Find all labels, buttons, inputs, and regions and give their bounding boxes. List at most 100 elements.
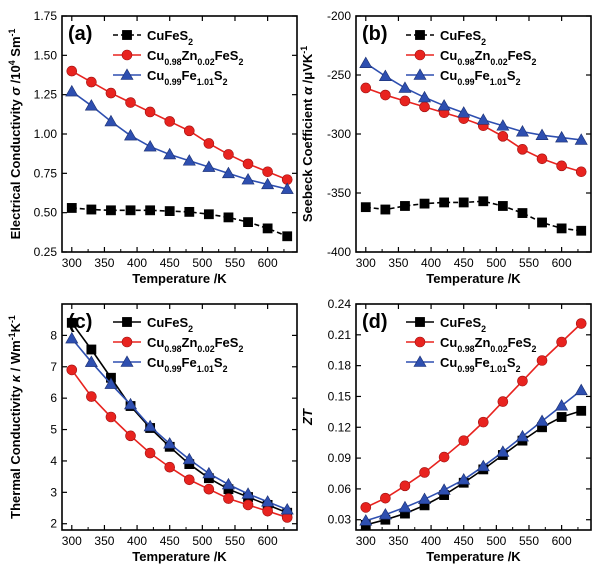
x-tick-label: 600: [552, 534, 572, 548]
y-tick-label: 0.25: [34, 245, 58, 259]
data-point: [65, 84, 79, 97]
data-point: [497, 201, 508, 211]
data-point: [517, 375, 528, 387]
plot-frame: [355, 303, 592, 531]
y-axis-label: Seebeck Coefficient α /μVK-1: [299, 46, 315, 222]
data-point: [65, 331, 79, 344]
series-line: [71, 369, 288, 519]
data-point: [359, 514, 373, 526]
data-point: [105, 87, 117, 99]
data-point: [124, 397, 138, 410]
data-point: [183, 474, 195, 486]
data-point: [280, 502, 294, 515]
plot-frame: [61, 15, 298, 253]
data-point: [86, 204, 97, 215]
data-point: [360, 82, 372, 94]
y-tick-label: 0.12: [328, 420, 352, 434]
data-point: [124, 128, 138, 141]
x-tick-label: 550: [225, 256, 245, 270]
data-point: [84, 355, 98, 367]
panel-label: (a): [68, 23, 92, 45]
legend-marker: [415, 317, 425, 327]
data-point: [398, 81, 412, 93]
x-tick-label: 600: [258, 256, 278, 270]
panel-label: (d): [362, 311, 388, 333]
y-tick-label: 4: [50, 454, 57, 468]
data-point: [104, 377, 118, 389]
legend-label: CuFeS2: [147, 28, 193, 47]
data-point: [419, 101, 430, 113]
data-point: [457, 473, 471, 485]
legend-marker: [120, 355, 134, 367]
data-point: [182, 452, 196, 465]
data-point: [555, 399, 569, 411]
y-tick-label: 0.75: [34, 166, 58, 180]
series-2: [359, 56, 588, 145]
data-point: [261, 495, 275, 507]
x-tick-label: 300: [62, 534, 82, 548]
x-tick-label: 300: [356, 256, 376, 270]
x-tick-label: 550: [519, 534, 539, 548]
data-point: [398, 500, 412, 513]
data-point: [143, 419, 157, 432]
series-line: [71, 70, 288, 181]
x-axis-label: Temperature /K: [426, 549, 521, 564]
x-tick-label: 450: [454, 534, 474, 548]
data-point: [261, 177, 275, 190]
data-point: [202, 466, 216, 479]
data-point: [476, 459, 490, 472]
data-point: [574, 133, 588, 145]
data-point: [438, 451, 450, 463]
legend-label: Cu0.98Zn0.02FeS2: [440, 48, 536, 67]
series-2: [359, 383, 588, 526]
legend-marker: [121, 336, 133, 348]
series-2: [65, 84, 294, 194]
data-point: [243, 217, 253, 228]
data-point: [242, 158, 254, 170]
x-tick-label: 500: [486, 534, 506, 548]
data-point: [400, 201, 410, 211]
x-tick-label: 550: [225, 534, 245, 548]
x-tick-label: 350: [94, 256, 114, 270]
data-point: [360, 202, 371, 213]
data-point: [537, 217, 547, 228]
series-1: [360, 82, 587, 178]
series-0: [66, 203, 293, 242]
legend-label: Cu0.98Zn0.02FeS2: [440, 335, 536, 354]
data-point: [515, 125, 529, 137]
data-point: [262, 166, 273, 178]
data-point: [203, 483, 215, 495]
data-point: [163, 147, 177, 160]
data-point: [262, 505, 273, 517]
data-point: [66, 203, 77, 213]
data-point: [203, 138, 215, 149]
series-0: [360, 196, 587, 236]
x-tick-label: 300: [62, 256, 82, 270]
data-point: [104, 114, 118, 127]
data-point: [556, 336, 567, 348]
y-tick-label: -300: [327, 127, 351, 141]
y-tick-label: 0.03: [328, 513, 352, 527]
data-point: [536, 355, 548, 366]
data-point: [106, 205, 116, 216]
data-point: [556, 412, 567, 422]
data-point: [399, 480, 411, 492]
y-tick-label: 1.50: [34, 48, 58, 62]
data-point: [536, 153, 548, 165]
data-point: [182, 154, 196, 166]
data-point: [457, 106, 471, 118]
legend-marker: [121, 49, 133, 61]
data-point: [145, 205, 156, 216]
legend-marker: [122, 30, 132, 40]
data-point: [202, 160, 216, 172]
x-tick-label: 600: [258, 534, 278, 548]
data-point: [517, 208, 528, 218]
data-point: [144, 447, 156, 459]
legend-label: Cu0.99Fe1.01S2: [147, 355, 228, 374]
data-point: [66, 364, 78, 376]
legend-marker: [414, 49, 426, 61]
y-tick-label: 1.00: [34, 127, 58, 141]
data-point: [360, 502, 372, 513]
